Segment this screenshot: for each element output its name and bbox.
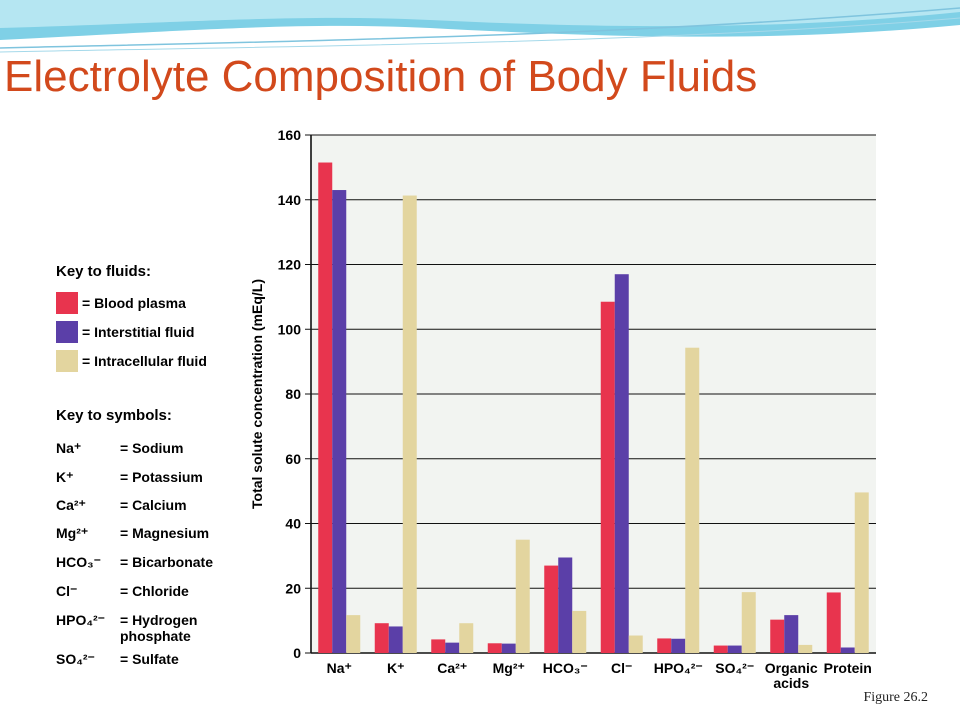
y-tick-label: 160: [278, 128, 302, 143]
bar-interstitial-fluid: [784, 615, 799, 653]
y-axis-label: Total solute concentration (mEq/L): [249, 279, 265, 509]
x-tick-label: Organic: [765, 660, 818, 676]
symbol-name: = Calcium: [120, 497, 187, 513]
x-tick-label: acids: [773, 675, 809, 690]
electrolyte-bar-chart: 0 20 40 60 80 100 120 140 160 Total solute concen…: [249, 128, 876, 690]
interstitial-swatch: [56, 321, 78, 343]
bar-interstitial-fluid: [614, 274, 629, 653]
bar-blood-plasma: [826, 592, 841, 653]
bar-interstitial-fluid: [727, 645, 742, 653]
bar-intracellular-fluid: [798, 644, 813, 653]
symbol-name: = Bicarbonate: [120, 554, 213, 570]
x-tick-label: SO₄²⁻: [715, 660, 754, 676]
x-tick-label: Protein: [824, 660, 872, 676]
bar-interstitial-fluid: [445, 642, 460, 653]
legend: Key to fluids: = Blood plasma = Intersti…: [48, 128, 248, 690]
bar-interstitial-fluid: [388, 626, 403, 653]
symbol-abbr: Ca²⁺: [56, 497, 86, 513]
bar-intracellular-fluid: [854, 492, 869, 653]
bar-interstitial-fluid: [501, 643, 516, 653]
bar-intracellular-fluid: [685, 347, 700, 653]
bar-intracellular-fluid: [741, 592, 756, 653]
symbol-abbr: Cl⁻: [56, 583, 78, 599]
symbol-name: = Chloride: [120, 583, 189, 599]
figure-caption: Figure 26.2: [863, 690, 928, 705]
x-tick-label: HPO₄²⁻: [654, 660, 703, 676]
symbol-name: = Hydrogen phosphate: [120, 612, 198, 644]
x-tick-label: Ca²⁺: [437, 660, 467, 676]
symbol-abbr: HPO₄²⁻: [56, 612, 106, 628]
y-tick-label: 80: [285, 386, 301, 402]
bar-intracellular-fluid: [459, 623, 474, 653]
slide-title: Electrolyte Composition of Body Fluids: [4, 52, 758, 101]
symbol-abbr: K⁺: [56, 469, 74, 485]
bar-blood-plasma: [374, 623, 389, 653]
symbol-name: = Sulfate: [120, 651, 179, 667]
symbol-abbr: Na⁺: [56, 440, 82, 456]
bar-blood-plasma: [713, 645, 728, 653]
legend-label-intracellular: = Intracellular fluid: [82, 353, 207, 369]
figure-panel: Key to fluids: = Blood plasma = Intersti…: [48, 128, 878, 690]
bar-intracellular-fluid: [628, 635, 643, 653]
symbol-abbr: HCO₃⁻: [56, 554, 101, 570]
legend-item-interstitial: = Interstitial fluid: [56, 321, 194, 343]
x-tick-label: K⁺: [387, 660, 405, 676]
bar-intracellular-fluid: [402, 195, 417, 653]
x-tick-label: HCO₃⁻: [543, 660, 588, 676]
bar-blood-plasma: [431, 639, 446, 653]
bar-interstitial-fluid: [840, 647, 855, 653]
symbol-name: = Magnesium: [120, 525, 210, 541]
bar-blood-plasma: [487, 643, 502, 653]
bar-intracellular-fluid: [572, 610, 587, 653]
legend-label-plasma: = Blood plasma: [82, 295, 186, 311]
legend-label-interstitial: = Interstitial fluid: [82, 324, 195, 340]
symbol-name: = Potassium: [120, 469, 203, 485]
fluids-key-heading: Key to fluids:: [56, 263, 152, 280]
plasma-swatch: [56, 292, 78, 314]
bar-blood-plasma: [544, 565, 559, 653]
y-tick-label: 140: [278, 192, 302, 208]
bar-blood-plasma: [770, 619, 785, 653]
bar-intracellular-fluid: [515, 539, 530, 653]
bar-blood-plasma: [600, 301, 615, 653]
bar-intracellular-fluid: [346, 615, 361, 653]
intracellular-swatch: [56, 350, 78, 372]
y-tick-label: 0: [293, 645, 301, 661]
symbol-abbr: Mg²⁺: [56, 525, 89, 541]
x-tick-label: Cl⁻: [611, 660, 632, 676]
y-tick-label: 120: [278, 257, 302, 273]
x-tick-label: Mg²⁺: [493, 660, 525, 676]
bar-blood-plasma: [318, 162, 333, 654]
header-wave-decoration: [0, 0, 960, 53]
y-tick-label: 60: [285, 451, 301, 467]
bar-blood-plasma: [657, 638, 672, 653]
symbols-key-heading: Key to symbols:: [56, 407, 172, 424]
y-tick-label: 20: [285, 580, 301, 596]
x-tick-label: Na⁺: [327, 660, 352, 676]
bar-interstitial-fluid: [671, 638, 686, 653]
symbol-name: = Sodium: [120, 440, 184, 456]
symbol-abbr: SO₄²⁻: [56, 651, 95, 667]
bar-interstitial-fluid: [332, 190, 347, 653]
legend-item-intracellular: = Intracellular fluid: [56, 350, 207, 372]
legend-item-plasma: = Blood plasma: [56, 292, 186, 314]
bar-interstitial-fluid: [558, 557, 573, 653]
y-tick-label: 40: [285, 516, 301, 532]
y-tick-label: 100: [278, 321, 302, 337]
